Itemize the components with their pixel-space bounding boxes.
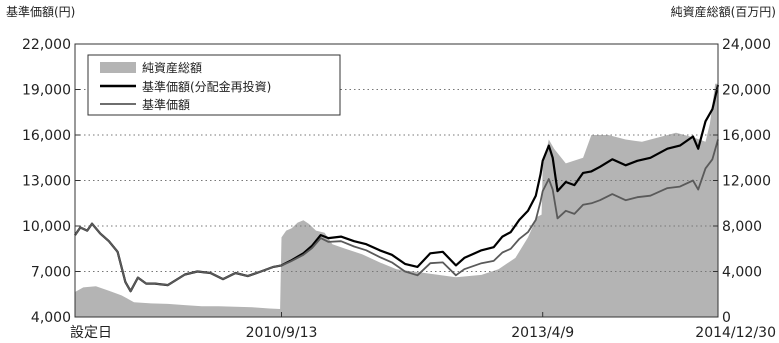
left-tick-label-1: 7,000 — [31, 265, 71, 281]
area-layer — [75, 83, 718, 317]
right-tick-label-5: 20,000 — [722, 83, 771, 99]
left-tick-label-2: 10,000 — [22, 219, 71, 235]
x-tick-label-0: 設定日 — [70, 325, 112, 341]
label-layer: 4,000 7,000 10,000 13,000 16,000 19,000 22,000… — [22, 37, 776, 341]
x-tick-label-3: 2014/12/30 — [695, 325, 776, 341]
left-tick-label-5: 19,000 — [22, 83, 71, 99]
legend-label-net-assets: 純資産総額 — [142, 60, 202, 75]
right-tick-label-6: 24,000 — [722, 37, 771, 53]
left-tick-label-0: 4,000 — [31, 310, 71, 326]
series-line-nav — [74, 139, 719, 293]
left-tick-label-4: 16,000 — [22, 128, 71, 144]
left-tick-label-6: 22,000 — [22, 37, 71, 53]
right-tick-label-0: 0 — [722, 310, 731, 326]
tick-layer — [74, 43, 719, 318]
right-tick-label-4: 16,000 — [722, 128, 771, 144]
legend-swatch-net-assets — [100, 62, 136, 73]
x-tick-label-1: 2010/9/13 — [246, 325, 318, 341]
series-area-net-assets — [75, 83, 718, 317]
legend-label-nav: 基準価額 — [142, 97, 190, 112]
right-tick-label-3: 12,000 — [722, 174, 771, 190]
line-layer — [74, 84, 720, 293]
legend: 純資産総額 基準価額(分配金再投資) 基準価額 — [87, 54, 341, 116]
grid-layer — [75, 89, 718, 272]
legend-label-nav-reinvested: 基準価額(分配金再投資) — [142, 79, 271, 94]
left-axis-title: 基準価額(円) — [6, 4, 75, 19]
right-tick-label-1: 4,000 — [722, 265, 762, 281]
left-tick-label-3: 13,000 — [22, 174, 71, 190]
right-tick-label-2: 8,000 — [722, 219, 762, 235]
right-axis-title: 純資産総額(百万円) — [671, 4, 776, 19]
x-tick-label-2: 2013/4/9 — [511, 325, 574, 341]
